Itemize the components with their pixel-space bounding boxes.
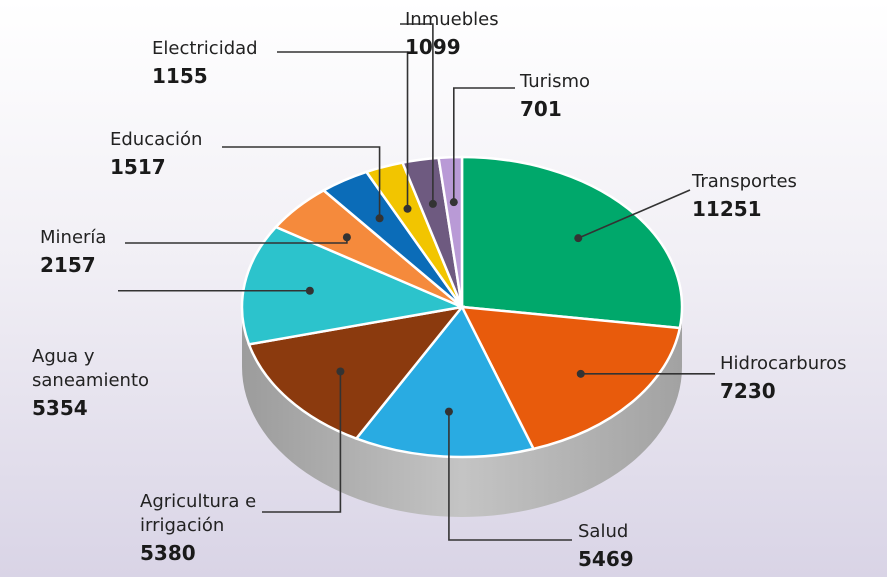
leader-dot — [376, 214, 384, 222]
leader-dot — [336, 367, 344, 375]
category-label: Minería — [40, 226, 160, 250]
leader-dot — [306, 287, 314, 295]
value-label: 701 — [520, 94, 640, 124]
category-label: Inmuebles — [405, 8, 535, 32]
value-label: 1517 — [110, 152, 240, 182]
category-label: Salud — [578, 520, 698, 544]
category-label: Hidrocarburos — [720, 352, 887, 376]
leader-dot — [577, 370, 585, 378]
leader-dot — [429, 200, 437, 208]
category-label: Electricidad — [152, 37, 292, 61]
value-label: 1155 — [152, 61, 292, 91]
pie-slice — [462, 157, 682, 328]
value-label: 7230 — [720, 376, 887, 406]
leader-dot — [343, 233, 351, 241]
category-label: Agua y saneamiento — [32, 345, 162, 393]
leader-dot — [445, 408, 453, 416]
category-label: Educación — [110, 128, 240, 152]
category-label: Agricultura e irrigación — [140, 490, 268, 538]
value-label: 11251 — [692, 194, 872, 224]
value-label: 5469 — [578, 544, 698, 574]
value-label: 5354 — [32, 393, 162, 423]
category-label: Transportes — [692, 170, 872, 194]
leader-dot — [574, 234, 582, 242]
pie-canvas — [0, 0, 887, 577]
leader-dot — [450, 198, 458, 206]
value-label: 1099 — [405, 32, 535, 62]
value-label: 5380 — [140, 538, 268, 568]
value-label: 2157 — [40, 250, 160, 280]
chart: Transportes11251 Hidrocarburos7230 Salud54… — [0, 0, 887, 577]
leader-dot — [404, 205, 412, 213]
category-label: Turismo — [520, 70, 640, 94]
